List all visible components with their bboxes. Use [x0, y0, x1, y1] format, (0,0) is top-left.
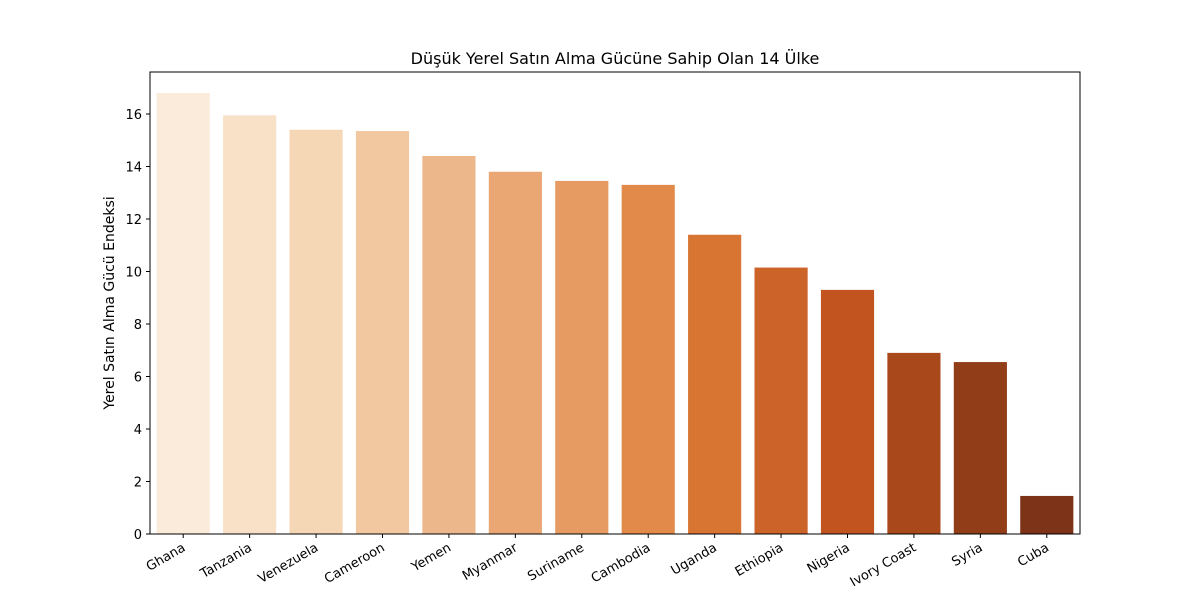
y-tick-label: 12	[125, 213, 142, 228]
bar-syria	[953, 362, 1007, 534]
y-axis-ticks: 0 2 4 6 8 10 12 14 16	[125, 108, 150, 543]
plot-frame	[149, 71, 1081, 535]
y-tick-label: 14	[125, 161, 142, 176]
x-tick-label: Myanmar	[460, 540, 521, 584]
y-tick-label: 2	[134, 476, 142, 491]
bar-cameroon	[355, 131, 410, 534]
x-tick-label: Cuba	[1015, 540, 1052, 570]
bar-tanzania	[223, 115, 277, 534]
bar-ghana	[156, 93, 210, 534]
x-tick-label: Uganda	[669, 540, 720, 578]
x-tick-label: Ethiopia	[733, 540, 786, 579]
x-tick-label: Nigeria	[805, 540, 853, 576]
x-tick-label: Ivory Coast	[848, 540, 919, 590]
y-tick-label: 6	[134, 371, 142, 386]
chart-title: Düşük Yerel Satın Alma Gücüne Sahip Olan…	[411, 49, 820, 68]
bars-group	[156, 93, 1074, 534]
bar-venezuela	[289, 129, 343, 534]
y-tick-label: 16	[125, 108, 142, 123]
x-tick-label: Cambodia	[589, 540, 653, 586]
bar-ethiopia	[754, 267, 808, 534]
x-tick-label: Cameroon	[322, 540, 387, 586]
x-tick-label: Venezuela	[256, 540, 321, 586]
bar-uganda	[688, 234, 742, 534]
bar-yemen	[422, 156, 476, 534]
x-tick-label: Yemen	[408, 540, 454, 575]
x-axis-ticks: Ghana Tanzania Venezuela Cameroon Yemen Myanm…	[144, 534, 1052, 590]
y-tick-label: 8	[134, 318, 142, 333]
y-axis-label: Yerel Satın Alma Gücü Endeksi	[102, 196, 118, 410]
bar-ivory-coast	[887, 352, 941, 534]
x-tick-label: Tanzania	[197, 540, 254, 582]
bar-myanmar	[488, 171, 542, 534]
x-tick-label: Ghana	[144, 540, 188, 574]
x-tick-label: Suriname	[525, 540, 586, 584]
x-tick-label: Syria	[949, 540, 985, 569]
bar-suriname	[555, 180, 609, 534]
bar-cuba	[1020, 495, 1074, 534]
y-tick-label: 0	[134, 528, 142, 543]
bar-nigeria	[820, 289, 875, 534]
y-tick-label: 10	[125, 266, 142, 281]
y-tick-label: 4	[134, 423, 142, 438]
bar-cambodia	[621, 184, 675, 534]
